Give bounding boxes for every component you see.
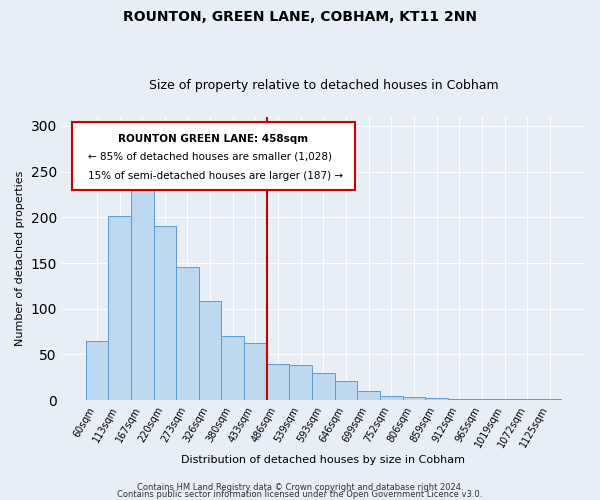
Text: 15% of semi-detached houses are larger (187) →: 15% of semi-detached houses are larger (…	[88, 172, 343, 181]
Bar	[425, 398, 448, 400]
FancyBboxPatch shape	[72, 122, 355, 190]
Bar	[358, 391, 380, 400]
Bar	[131, 186, 154, 400]
Text: ROUNTON, GREEN LANE, COBHAM, KT11 2NN: ROUNTON, GREEN LANE, COBHAM, KT11 2NN	[123, 10, 477, 24]
Bar	[199, 302, 221, 400]
Text: Contains HM Land Registry data © Crown copyright and database right 2024.: Contains HM Land Registry data © Crown c…	[137, 484, 463, 492]
Bar	[154, 226, 176, 400]
Bar	[244, 344, 267, 400]
Bar	[380, 396, 403, 400]
Title: Size of property relative to detached houses in Cobham: Size of property relative to detached ho…	[149, 79, 498, 92]
Bar	[335, 381, 358, 400]
Bar	[86, 341, 108, 400]
Bar	[403, 396, 425, 400]
Bar	[267, 364, 289, 400]
Text: ← 85% of detached houses are smaller (1,028): ← 85% of detached houses are smaller (1,…	[88, 152, 332, 162]
Text: Contains public sector information licensed under the Open Government Licence v3: Contains public sector information licen…	[118, 490, 482, 499]
Bar	[176, 266, 199, 400]
Bar	[221, 336, 244, 400]
Bar	[289, 366, 312, 400]
Bar	[108, 216, 131, 400]
Y-axis label: Number of detached properties: Number of detached properties	[15, 171, 25, 346]
X-axis label: Distribution of detached houses by size in Cobham: Distribution of detached houses by size …	[181, 455, 466, 465]
Text: ROUNTON GREEN LANE: 458sqm: ROUNTON GREEN LANE: 458sqm	[118, 134, 308, 144]
Bar	[312, 373, 335, 400]
